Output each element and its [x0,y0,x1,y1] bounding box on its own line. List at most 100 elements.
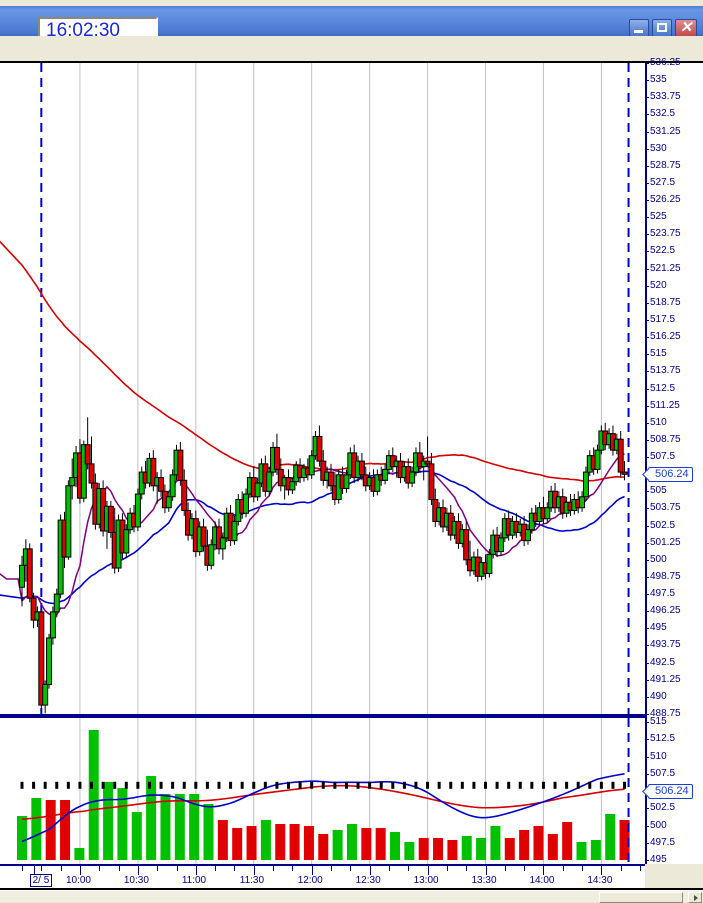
volume-bar [260,820,271,860]
time-axis-minor-tick [234,866,236,871]
candle-body [289,481,296,491]
candlestick [273,433,280,475]
price-axis-label: 526.25 [650,194,681,206]
volume-bar [318,834,329,860]
price-axis-tick [645,234,649,236]
time-axis-minor-tick [446,866,448,871]
volume-bar [60,800,71,860]
price-axis-column[interactable]: 536.25 535 533.75 532.5 531.25 530 528.75 527.5… [645,58,703,865]
candle-body [158,477,165,492]
time-axis-minor-tick [640,866,641,871]
candlestick [69,458,76,500]
price-axis-tick [645,422,649,424]
time-axis-label: 11:00 [181,875,207,886]
volume-dot-marker [287,781,291,789]
price-axis-tick [645,80,649,82]
time-axis-major-tick [427,866,429,875]
candle-body [49,611,56,639]
candle-body [374,474,381,492]
candlestick [428,452,435,505]
time-axis-label: 13:00 [413,875,439,886]
time-axis-label: 14:30 [587,875,613,886]
volume-dot-marker [414,781,418,789]
close-button[interactable]: ✕ [675,19,697,37]
volume-bar [476,838,487,860]
volume-dot-marker [275,781,279,789]
horizontal-scrollbar[interactable] [0,890,703,903]
volume-bar [117,788,128,860]
price-axis-label: 532.5 [650,108,676,120]
scrollbar-right-arrow[interactable] [688,892,702,903]
time-axis-major-tick [137,866,139,875]
candlestick [243,488,250,518]
candle-body [177,449,184,481]
price-axis-tick [645,559,649,561]
time-axis-minor-tick [466,866,468,871]
volume-dot-marker [623,781,627,789]
candlestick [49,606,56,645]
volume-dot-marker [588,781,592,789]
session-date-label: 2/ 5 [29,874,53,887]
candlestick [19,555,25,607]
candlestick [544,502,551,523]
volume-dot-marker [32,781,36,789]
time-axis-label: 11:30 [239,875,265,886]
price-axis-label: 491.25 [650,673,681,685]
volume-bar [404,842,415,860]
candle-body [231,520,238,542]
price-axis-tick [645,405,649,407]
price-axis-label: 527.5 [650,176,676,188]
price-axis-tick [645,285,649,287]
volume-dot-marker [159,781,163,789]
moving-average-mid [0,470,625,605]
volume-bar [88,730,99,860]
price-axis-tick [645,662,649,664]
time-axis[interactable]: 2/ 5 10:00 10:30 11:00 11:30 12:00 12:30 13:00… [0,866,645,888]
candle-body [181,479,188,511]
time-axis-minor-tick [388,866,390,871]
volume-dot-marker [356,781,360,789]
price-axis-label: 521.25 [650,262,681,274]
minimize-button[interactable] [629,19,649,37]
candle-body [428,463,435,501]
candlestick [358,452,365,481]
candlestick [219,532,226,560]
price-axis-label: 511.25 [650,399,680,411]
volume-bar [189,794,200,860]
candlestick [80,440,87,503]
time-axis-label: 12:00 [297,875,323,886]
price-axis-tick [645,319,649,321]
volume-axis-tick [645,756,649,758]
volume-bar [74,848,85,860]
scrollbar-thumb[interactable] [599,892,683,903]
candlestick [169,469,176,501]
candlestick [266,466,273,496]
price-chart-svg [0,63,630,714]
volume-chart-pane[interactable] [0,718,645,864]
time-axis-label: 12:30 [355,875,381,886]
volume-dot-marker [20,781,24,789]
candle-body [46,637,53,686]
maximize-button[interactable] [652,19,672,37]
price-axis-label: 503.75 [650,502,681,514]
volume-bar [447,840,458,860]
price-chart-pane[interactable] [0,63,645,714]
candle-body [617,438,624,473]
candlestick [134,488,141,532]
volume-axis-tick [645,722,649,723]
candle-body [594,449,601,470]
volume-bar [103,782,114,860]
price-axis-tick [645,148,649,150]
candle-body [42,684,49,706]
volume-bar [533,826,544,860]
moving-average-long [0,240,625,482]
candle-body [150,457,157,487]
candle-body [316,435,323,462]
candlestick [231,515,238,545]
volume-bar [131,812,142,860]
volume-dot-marker [298,781,302,789]
time-axis-minor-tick [292,866,294,871]
volume-axis-label: 507.5 [650,767,676,779]
price-axis-tick [645,131,649,133]
candle-body [53,593,60,613]
